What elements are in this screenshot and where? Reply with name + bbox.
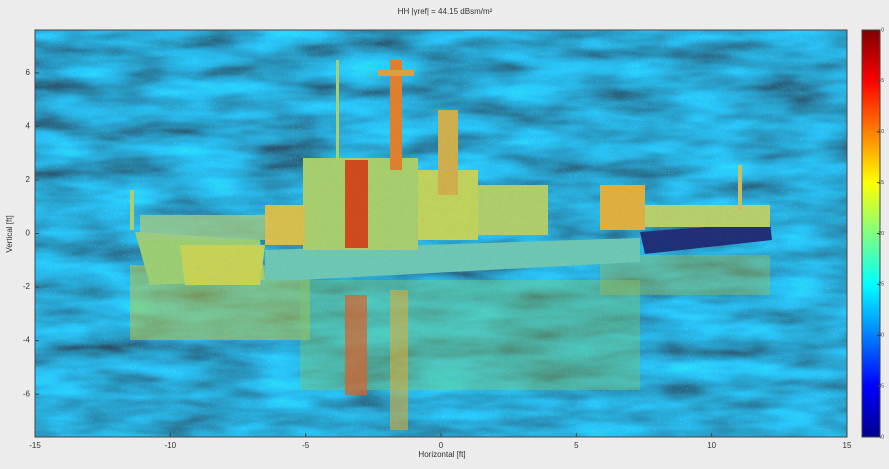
colorbar-tick-label: -20 <box>877 231 884 237</box>
colorbar-tick-label: -10 <box>877 129 884 135</box>
y-tick-label: 0 <box>26 229 31 238</box>
x-tick-label: -10 <box>165 441 177 450</box>
x-tick-label: 15 <box>843 441 852 450</box>
y-axis-label: Vertical [ft] <box>5 215 14 252</box>
chart-title: HH |γref| = 44.15 dBsm/m² <box>398 7 493 16</box>
colorbar-tick-label: -5 <box>880 78 885 84</box>
colorbar-tick-label: 0 <box>881 27 884 33</box>
y-tick-label: 2 <box>26 175 31 184</box>
x-tick-label: 0 <box>439 441 444 450</box>
colorbar-tick-label: -15 <box>877 180 884 186</box>
colorbar-tick-label: -25 <box>877 282 884 288</box>
heatmap-image <box>35 30 847 437</box>
x-tick-label: 10 <box>707 441 716 450</box>
x-tick-label: -5 <box>302 441 310 450</box>
y-tick-label: 4 <box>26 122 31 131</box>
x-tick-label: 5 <box>574 441 579 450</box>
colorbar-tick-label: -40 <box>877 434 884 440</box>
colorbar-tick-label: -30 <box>877 333 884 339</box>
y-tick-label: 6 <box>26 68 31 77</box>
x-tick-label: -15 <box>29 441 41 450</box>
y-tick-label: -4 <box>23 336 31 345</box>
x-axis-label: Horizontal [ft] <box>418 450 465 459</box>
colorbar-tick-label: -35 <box>877 383 884 389</box>
y-tick-label: -2 <box>23 282 31 291</box>
y-tick-label: -6 <box>23 389 31 398</box>
